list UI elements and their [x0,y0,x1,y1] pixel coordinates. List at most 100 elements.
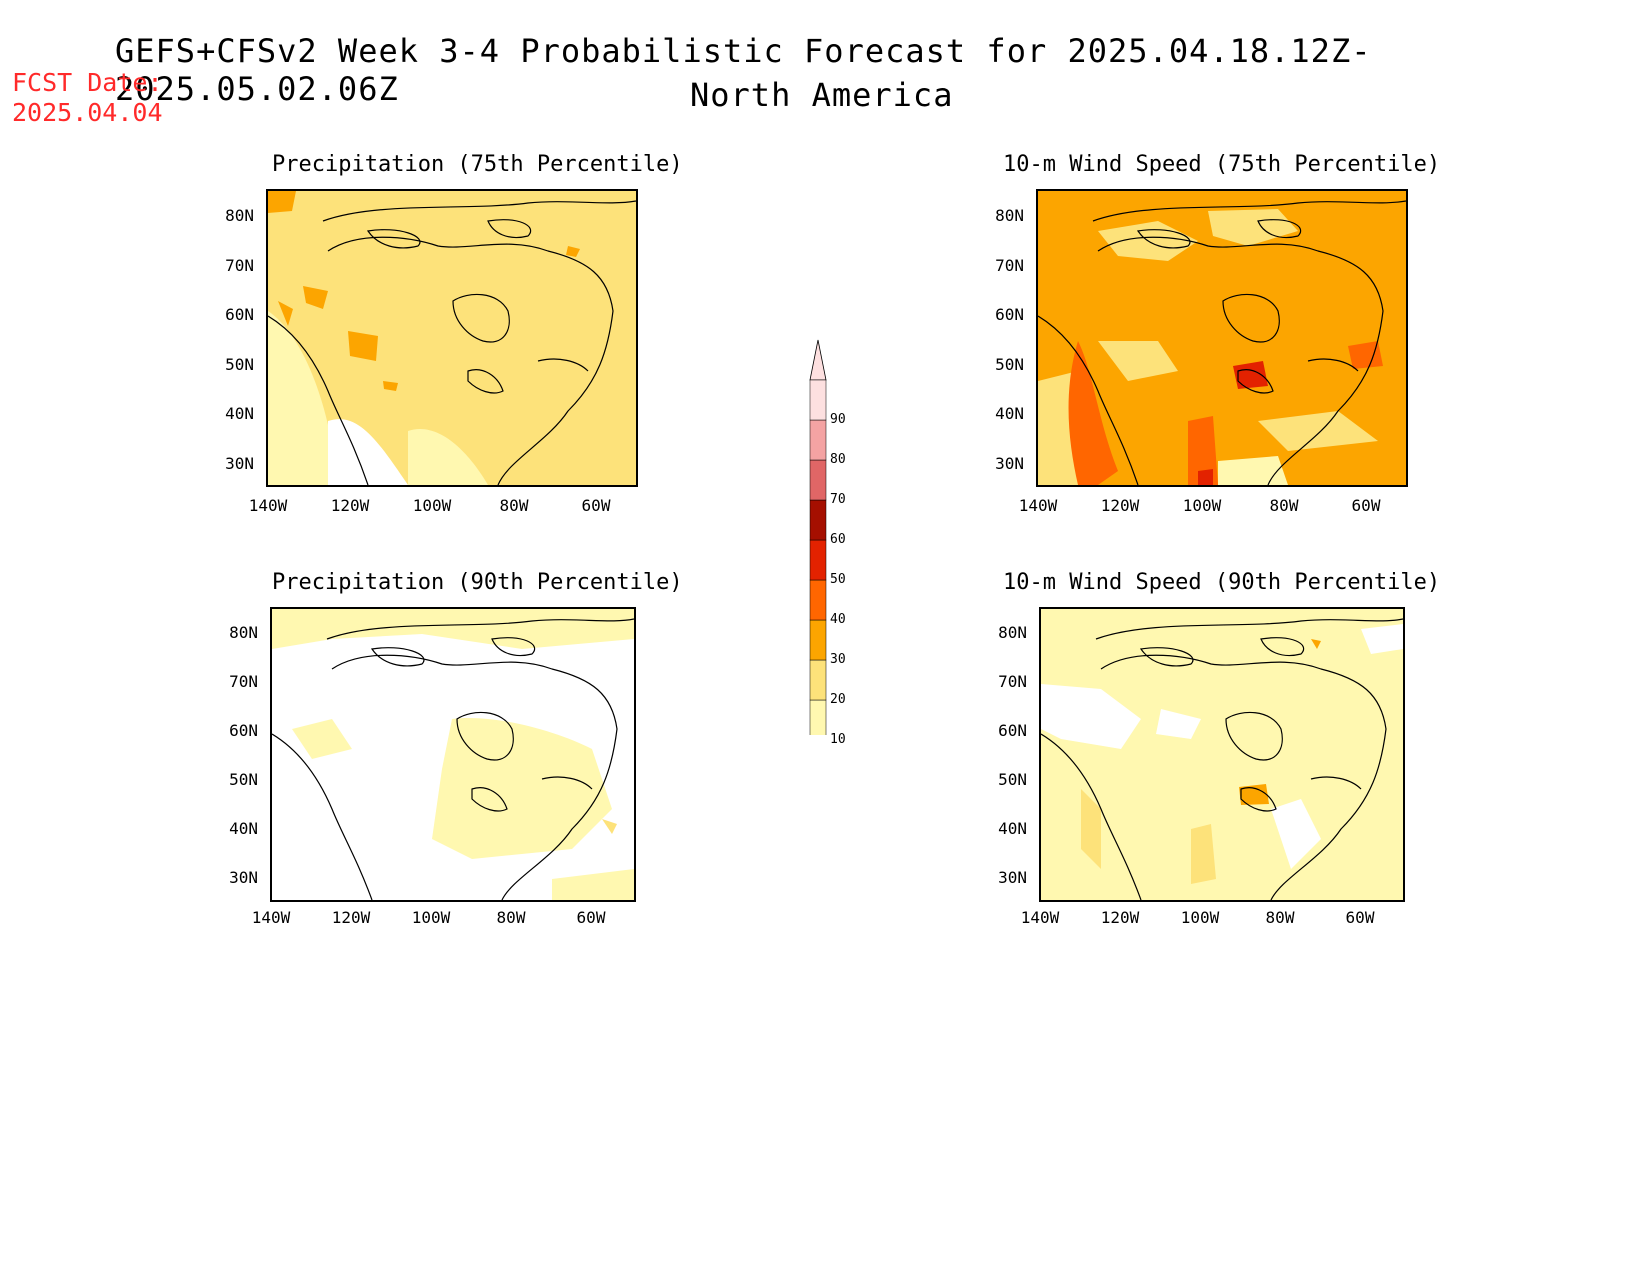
red-orange-east [1348,341,1383,369]
lon-tick: 60W [1351,496,1381,515]
main-title: GEFS+CFSv2 Week 3-4 Probabilistic Foreca… [115,32,1372,108]
colorbar-label: 70 [830,492,846,507]
colorbar-label: 10 [830,732,846,747]
colorbar-label: 40 [830,612,846,627]
lat-tick: 80N [229,623,258,642]
coastlines [272,618,634,900]
lat-tick: 60N [229,721,258,740]
colorbar-swatch-90 [809,379,827,421]
white-patch-arctic [1361,624,1403,654]
lat-tick: 70N [995,256,1024,275]
white-patch-east [1271,799,1321,869]
colorbar-label: 20 [830,692,846,707]
lon-tick: 100W [1180,908,1220,927]
colorbar-swatch-70 [809,459,827,501]
yellow-patch-4 [1098,341,1178,381]
white-area-southwest [328,419,408,485]
white-patch-northwest [1041,684,1141,749]
colorbar-swatch-80 [809,419,827,461]
light-patch-south [1218,456,1288,485]
white-patch-central [1156,709,1201,739]
light-shading-west [268,311,338,485]
lat-tick: 30N [998,868,1027,887]
lon-tick: 100W [411,908,451,927]
lon-tick: 60W [1345,908,1375,927]
red-orange-plains [1188,416,1218,485]
light-shading-south [408,429,488,485]
lat-tick: 70N [998,672,1027,691]
red-great-lakes [1233,361,1268,389]
lon-tick: 140W [248,496,288,515]
colorbar-swatch-10 [809,699,827,735]
lat-tick: 40N [995,404,1024,423]
lon-tick: 80W [499,496,529,515]
orange-patch-6 [383,381,398,391]
colorbar-bar [809,339,827,735]
lat-tick: 50N [229,770,258,789]
yellow-patch-2 [1208,209,1298,246]
panel-title: 10-m Wind Speed (75th Percentile) [1003,152,1441,177]
coastlines [1038,200,1406,485]
panel-title: Precipitation (90th Percentile) [272,570,683,595]
lon-tick: 80W [1265,908,1295,927]
lat-tick: 60N [998,721,1027,740]
colorbar-label: 80 [830,452,846,467]
colorbar-swatch-60 [809,499,827,541]
lon-tick: 140W [1020,908,1060,927]
lon-tick: 60W [581,496,611,515]
lat-tick: 30N [229,868,258,887]
lat-tick: 50N [995,355,1024,374]
lon-tick: 120W [330,496,370,515]
lon-tick: 80W [496,908,526,927]
lat-tick: 70N [225,256,254,275]
red-gulf [1198,469,1213,485]
light-shading-east [432,718,612,859]
region-subtitle: North America [690,76,954,114]
lon-tick: 140W [1018,496,1058,515]
orange-patch-4 [278,301,293,326]
orange-patch-3 [303,286,328,309]
colorbar-label: 50 [830,572,846,587]
forecast-date-label: FCST Date: [12,68,163,97]
lat-tick: 50N [998,770,1027,789]
colorbar-top-cap [809,339,827,381]
yellow-patch-atlantic [602,819,617,834]
light-patch-west [292,719,352,759]
orange-patch-arctic [1311,639,1321,649]
lon-tick: 120W [1100,496,1140,515]
colorbar-swatch-30 [809,619,827,661]
colorbar-swatch-50 [809,539,827,581]
colorbar-swatch-20 [809,659,827,701]
lon-tick: 60W [576,908,606,927]
panel-title: 10-m Wind Speed (90th Percentile) [1003,570,1441,595]
lat-tick: 60N [225,305,254,324]
wind-75-map [1036,189,1408,487]
lon-tick: 80W [1269,496,1299,515]
lat-tick: 40N [229,819,258,838]
orange-patch-great-lakes [1239,784,1269,805]
red-orange-west-coast [1068,341,1118,485]
colorbar-label: 60 [830,532,846,547]
precip-90-map [270,607,636,902]
lat-tick: 40N [225,404,254,423]
lon-tick: 120W [331,908,371,927]
lat-tick: 80N [995,206,1024,225]
lat-tick: 80N [225,206,254,225]
panel-title: Precipitation (75th Percentile) [272,152,683,177]
colorbar-label: 90 [830,412,846,427]
lon-tick: 100W [412,496,452,515]
lat-tick: 30N [995,454,1024,473]
yellow-patch-5 [1258,411,1378,451]
coastlines [1041,618,1403,900]
precip-75-map [266,189,638,487]
lat-tick: 80N [998,623,1027,642]
colorbar [805,335,865,735]
lon-tick: 120W [1100,908,1140,927]
lon-tick: 100W [1182,496,1222,515]
light-shading-north [272,609,634,649]
yellow-patch-west-coast [1081,789,1101,869]
wind-90-map [1039,607,1405,902]
colorbar-label: 30 [830,652,846,667]
orange-patch-1 [268,191,296,213]
lat-tick: 30N [225,454,254,473]
